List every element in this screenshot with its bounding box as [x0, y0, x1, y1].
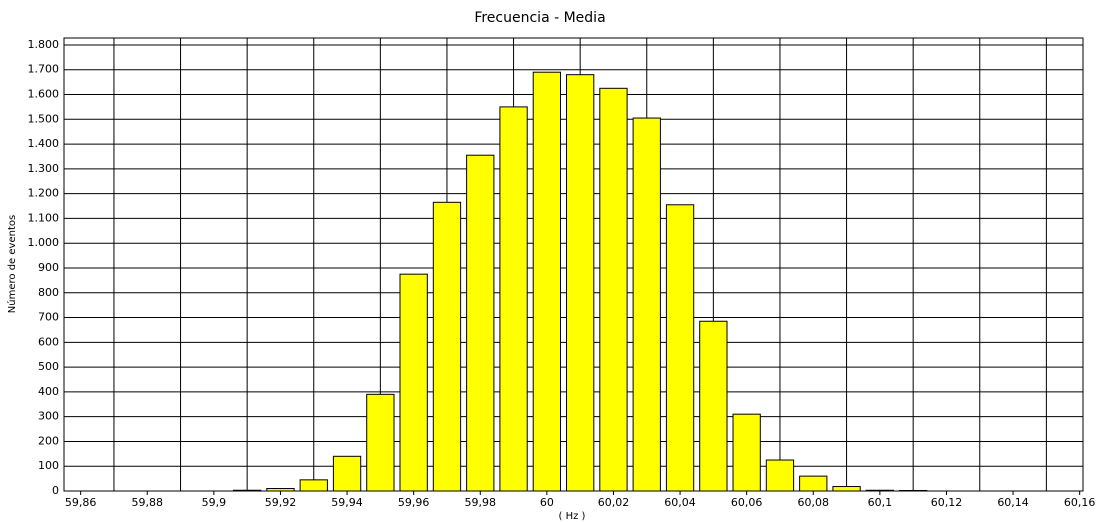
x-tick-label: 60 — [540, 496, 554, 509]
x-tick-label: 59,88 — [132, 496, 164, 509]
x-tick-label: 60,04 — [664, 496, 696, 509]
bar — [765, 459, 795, 492]
y-tick-label: 1.000 — [28, 236, 60, 249]
bar — [632, 117, 661, 492]
x-tick-label: 60,16 — [1064, 496, 1096, 509]
y-tick-label: 1.500 — [28, 112, 60, 125]
chart-title: Frecuencia - Media — [474, 10, 605, 26]
x-tick-label: 59,94 — [331, 496, 363, 509]
bar — [799, 475, 828, 492]
y-tick-label: 500 — [38, 360, 59, 373]
x-tick-label: 59,9 — [202, 496, 227, 509]
y-tick-label: 1.100 — [28, 211, 60, 224]
y-tick-label: 400 — [38, 385, 59, 398]
bar — [599, 87, 628, 492]
bar — [566, 74, 595, 492]
bar — [699, 320, 728, 492]
bar — [399, 273, 428, 492]
x-axis-label: ( Hz ) — [559, 511, 586, 522]
bar — [366, 393, 395, 492]
plot-frame — [63, 37, 1084, 492]
bar — [732, 413, 761, 492]
y-axis-label: Número de eventos — [6, 215, 18, 313]
x-tick-label: 60,14 — [997, 496, 1029, 509]
y-tick-label: 1.800 — [28, 38, 60, 51]
bar — [665, 204, 695, 492]
y-tick-label: 300 — [38, 410, 59, 423]
x-tick-label: 59,92 — [265, 496, 297, 509]
bar — [432, 201, 462, 492]
x-tick-label: 59,96 — [398, 496, 430, 509]
x-tick-label: 59,86 — [65, 496, 97, 509]
x-tick-label: 60,08 — [798, 496, 830, 509]
bar — [499, 106, 528, 492]
y-tick-label: 800 — [38, 286, 59, 299]
y-tick-label: 1.200 — [28, 187, 60, 200]
y-tick-label: 700 — [38, 311, 59, 324]
x-tick-label: 60,06 — [731, 496, 763, 509]
y-tick-label: 200 — [38, 434, 59, 447]
bar — [299, 479, 328, 492]
y-tick-label: 1.400 — [28, 137, 60, 150]
bar — [466, 154, 495, 492]
x-tick-label: 60,12 — [931, 496, 963, 509]
x-tick-label: 60,02 — [598, 496, 630, 509]
bar — [332, 455, 362, 492]
y-tick-label: 900 — [38, 261, 59, 274]
bar — [532, 71, 562, 492]
y-tick-label: 1.600 — [28, 88, 60, 101]
bar — [832, 486, 861, 492]
y-tick-label: 1.300 — [28, 162, 60, 175]
y-tick-label: 600 — [38, 335, 59, 348]
x-tick-label: 60,1 — [868, 496, 893, 509]
y-tick-label: 0 — [52, 484, 59, 497]
y-tick-label: 1.700 — [28, 63, 60, 76]
y-tick-label: 100 — [38, 459, 59, 472]
x-tick-label: 59,98 — [465, 496, 497, 509]
